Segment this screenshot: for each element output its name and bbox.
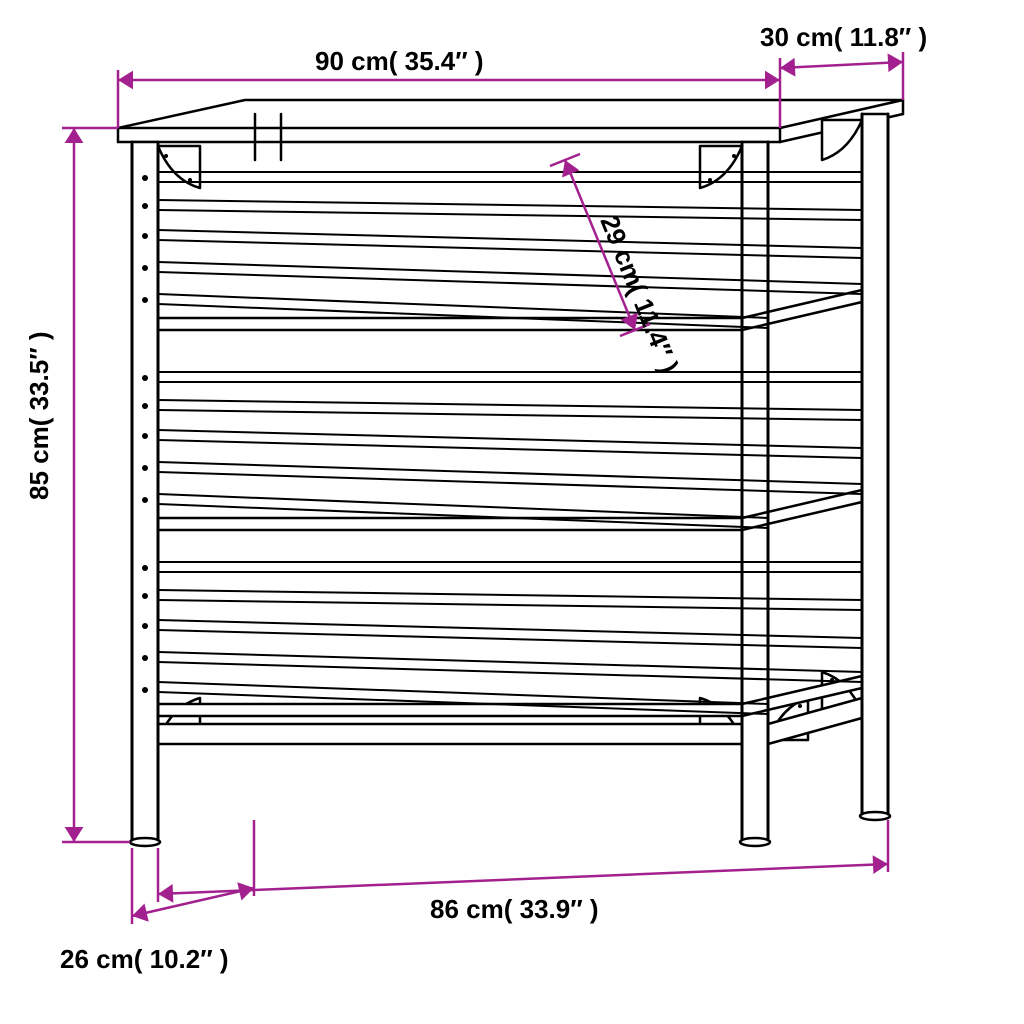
label-height: 85 cm( 33.5″ ) bbox=[24, 331, 54, 500]
label-top-width: 90 cm( 35.4″ ) bbox=[315, 46, 484, 76]
label-base-depth: 26 cm( 10.2″ ) bbox=[60, 944, 229, 974]
shoe-rack-drawing bbox=[118, 100, 903, 846]
label-base-width: 86 cm( 33.9″ ) bbox=[430, 894, 599, 924]
label-shelf-depth: 29 cm( 11.4″ ) bbox=[594, 211, 684, 377]
label-top-depth: 30 cm( 11.8″ ) bbox=[760, 22, 927, 52]
dimension-diagram: 90 cm( 35.4″ ) 30 cm( 11.8″ ) 85 cm( 33.… bbox=[0, 0, 1024, 1024]
